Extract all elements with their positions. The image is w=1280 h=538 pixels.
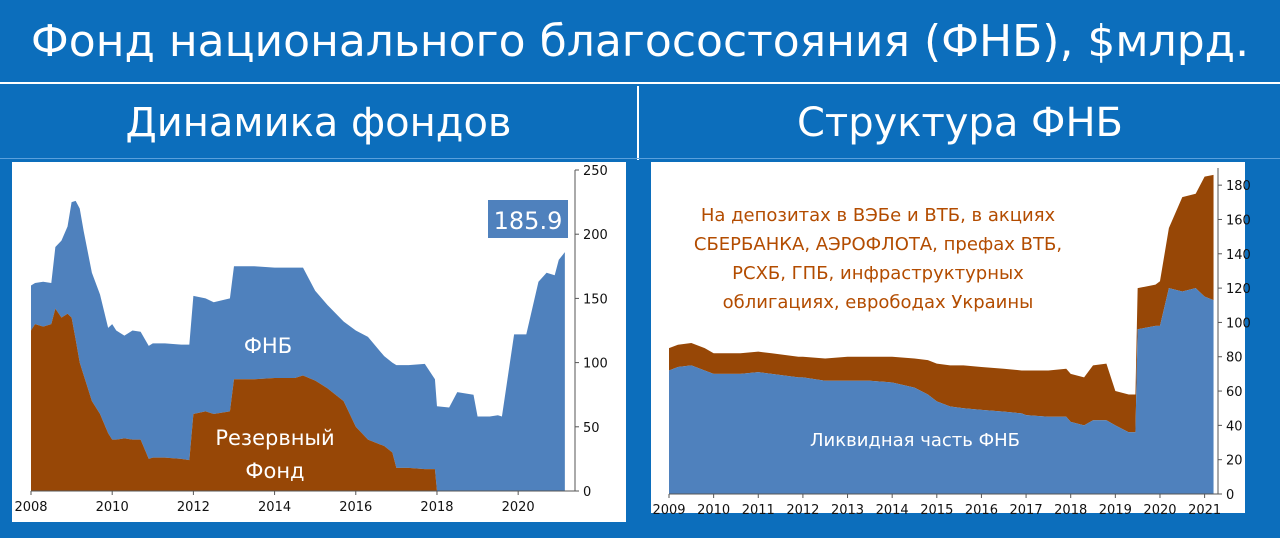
y-tick-label: 140 [1226, 248, 1251, 263]
x-tick-label: 2019 [1099, 503, 1132, 518]
x-tick-label: 2015 [920, 503, 953, 518]
series-area-reserve-fund [31, 308, 565, 491]
x-tick-label: 2012 [177, 500, 210, 515]
x-tick-label: 2016 [965, 503, 998, 518]
x-tick-label: 2014 [258, 500, 291, 515]
x-tick-label: 2013 [831, 503, 864, 518]
series-area-liquid [669, 288, 1214, 494]
series-label-reserve-line2: Фонд [245, 459, 304, 483]
x-tick-label: 2017 [1010, 503, 1043, 518]
right-panel-heading: Структура ФНБ [797, 100, 1123, 146]
x-tick-label: 2009 [652, 503, 685, 518]
y-tick-label: 150 [583, 292, 608, 307]
value-callout-box [488, 200, 568, 238]
series-label-fnb: ФНБ [244, 334, 292, 358]
annotation-line: РСХБ, ГПБ, инфраструктурных [732, 263, 1024, 284]
y-tick-label: 160 [1226, 213, 1251, 228]
series-area-deposits [669, 174, 1214, 433]
y-tick-label: 0 [1226, 488, 1234, 503]
y-tick-label: 50 [583, 421, 600, 436]
x-tick-label: 2008 [14, 500, 47, 515]
x-tick-label: 2010 [697, 503, 730, 518]
x-tick-label: 2011 [742, 503, 775, 518]
header-divider [0, 158, 1280, 159]
y-tick-label: 250 [583, 164, 608, 179]
annotation-line: облигациях, еврободах Украины [723, 292, 1034, 313]
annotation-line: СБЕРБАНКА, АЭРОФЛОТА, префах ВТБ, [694, 234, 1062, 255]
y-tick-label: 100 [1226, 316, 1251, 331]
y-tick-label: 40 [1226, 419, 1243, 434]
x-tick-label: 2020 [1143, 503, 1176, 518]
x-tick-label: 2021 [1188, 503, 1221, 518]
y-tick-label: 0 [583, 485, 591, 500]
y-tick-label: 200 [583, 228, 608, 243]
panel-divider [637, 86, 639, 160]
y-tick-label: 60 [1226, 385, 1243, 400]
x-tick-label: 2014 [876, 503, 909, 518]
x-tick-label: 2018 [1054, 503, 1087, 518]
page-title: Фонд национального благосостояния (ФНБ),… [0, 0, 1280, 84]
annotation-line: На депозитах в ВЭБе и ВТБ, в акциях [701, 205, 1056, 226]
y-tick-label: 80 [1226, 351, 1243, 366]
y-tick-label: 100 [583, 357, 608, 372]
y-tick-label: 180 [1226, 179, 1251, 194]
x-tick-label: 2018 [420, 500, 453, 515]
y-tick-label: 120 [1226, 282, 1251, 297]
y-tick-label: 20 [1226, 454, 1243, 469]
value-callout: 185.9 [494, 207, 563, 235]
left-panel-heading: Динамика фондов [125, 100, 512, 146]
series-label-liquid: Ликвидная часть ФНБ [810, 430, 1020, 451]
series-label-reserve-line1: Резервный [215, 426, 334, 450]
x-tick-label: 2020 [502, 500, 535, 515]
x-tick-label: 2012 [786, 503, 819, 518]
x-tick-label: 2016 [339, 500, 372, 515]
series-area-fnb [31, 200, 565, 492]
x-tick-label: 2010 [96, 500, 129, 515]
